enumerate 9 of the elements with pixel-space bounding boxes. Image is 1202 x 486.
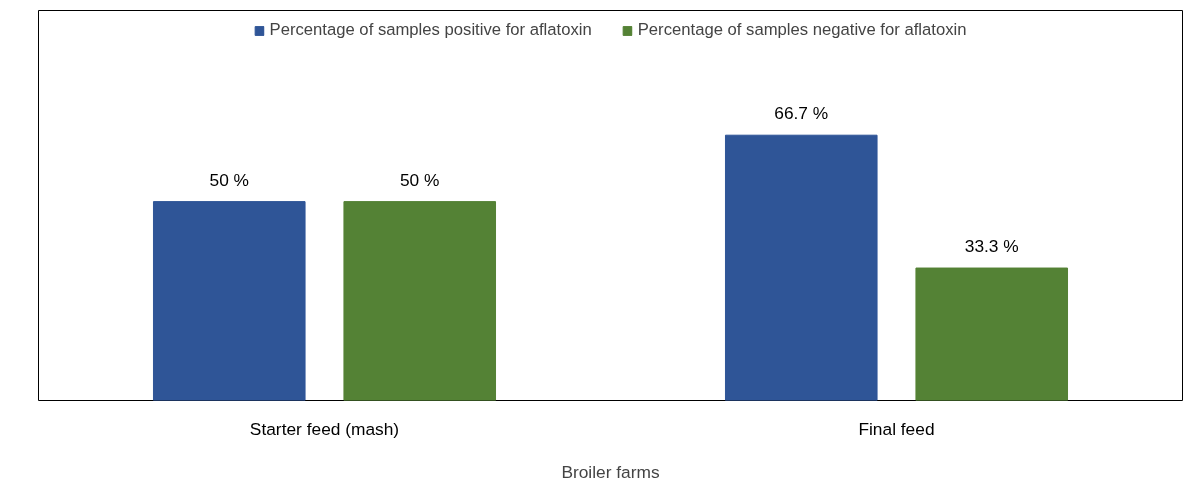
data-label: 33.3 % <box>964 236 1019 257</box>
data-label: 66.7 % <box>774 103 829 124</box>
data-label: 50 % <box>399 169 440 190</box>
data-label: 50 % <box>209 169 250 190</box>
legend-label: Percentage of samples positive for aflatoxin <box>269 20 592 40</box>
legend-label: Percentage of samples negative for aflatoxin <box>637 20 967 40</box>
x-tick-label: Starter feed (mash) <box>249 418 400 439</box>
x-tick-label: Final feed <box>858 418 935 439</box>
x-axis-title: Broiler farms <box>561 461 660 482</box>
